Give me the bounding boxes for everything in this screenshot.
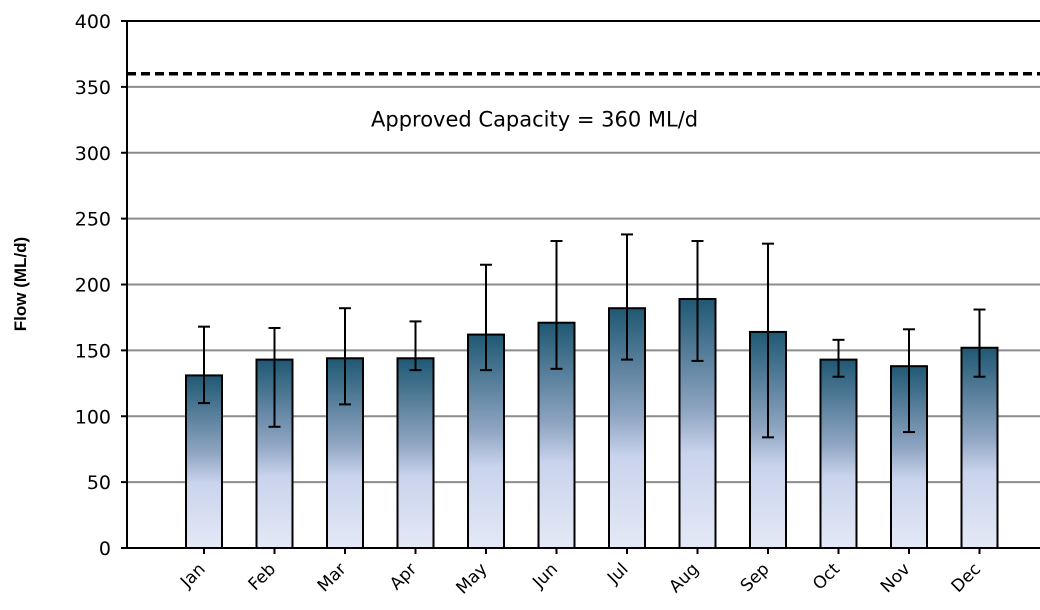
- bar-oct: [819, 358, 858, 549]
- x-tick-label-aug: Aug: [665, 559, 703, 597]
- x-tick-labels: Jan Feb Mar Apr May Jun Jul Aug Sep Oct Nov Dec: [176, 548, 985, 598]
- x-tick-label-mar: Mar: [314, 559, 351, 596]
- bar-dec: [960, 346, 999, 549]
- x-tick-label-jan: Jan: [176, 559, 209, 592]
- x-tick-label-may: May: [453, 559, 492, 598]
- y-tick-label: 100: [75, 406, 111, 428]
- x-tick-label-apr: Apr: [386, 559, 421, 594]
- bar-apr: [396, 357, 435, 549]
- y-tick-label: 0: [99, 538, 111, 560]
- x-tick-label-sep: Sep: [737, 559, 774, 596]
- y-tick-label: 250: [75, 209, 111, 231]
- capacity-annotation: Approved Capacity = 360 ML/d: [371, 108, 698, 132]
- y-axis-label: Flow (ML/d): [11, 237, 30, 331]
- capacity-reference: Approved Capacity = 360 ML/d: [127, 71, 1040, 132]
- x-tick-label-nov: Nov: [877, 559, 915, 597]
- x-tick-label-jun: Jun: [528, 559, 562, 593]
- x-tick-label-feb: Feb: [245, 559, 280, 594]
- y-tick-label: 300: [75, 143, 111, 165]
- x-tick-label-oct: Oct: [809, 559, 844, 594]
- y-tick-label: 400: [75, 11, 111, 33]
- axes: [126, 21, 1040, 549]
- x-tick-label-dec: Dec: [948, 559, 985, 596]
- y-tick-labels: 0 50 100 150 200 250 300 350 400: [75, 11, 111, 560]
- y-tick-label: 150: [75, 340, 111, 362]
- y-tick-label: 200: [75, 275, 111, 297]
- bars: [185, 297, 999, 549]
- error-bars: [198, 233, 986, 439]
- y-tick-label: 350: [75, 77, 111, 99]
- x-tick-label-jul: Jul: [603, 559, 632, 588]
- y-tick-label: 50: [87, 472, 111, 494]
